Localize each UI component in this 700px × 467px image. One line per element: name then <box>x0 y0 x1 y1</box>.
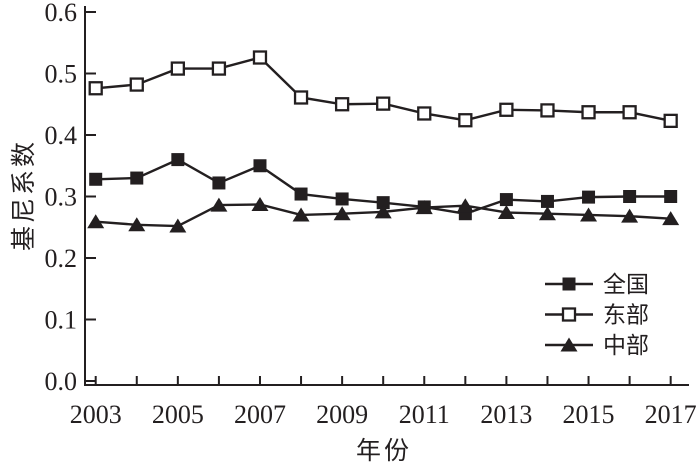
series-marker-central <box>333 206 351 221</box>
series-marker-east <box>170 61 185 76</box>
legend-label-central: 中部 <box>603 333 649 358</box>
x-tick-label: 2003 <box>70 400 122 429</box>
series-marker-central <box>169 218 187 233</box>
series-marker-east <box>581 105 596 120</box>
x-tick-label: 2013 <box>480 400 532 429</box>
series-marker-east <box>417 106 432 121</box>
series-marker-national <box>540 194 554 208</box>
series-marker-national <box>623 190 637 203</box>
legend-label-national: 全国 <box>603 272 649 297</box>
series-marker-central <box>662 211 680 226</box>
series-marker-central <box>128 217 146 232</box>
legend-marker-east <box>561 307 577 322</box>
series-marker-central <box>621 208 639 223</box>
series-marker-central <box>87 214 105 229</box>
x-tick-label: 2011 <box>399 400 450 429</box>
series-marker-national <box>582 190 596 204</box>
x-axis-title: 年份 <box>355 438 413 465</box>
series-marker-central <box>456 198 474 213</box>
x-tick-label: 2009 <box>316 400 368 429</box>
series-marker-east <box>293 90 309 105</box>
x-tick-label: 2007 <box>234 400 286 429</box>
series-marker-east <box>88 81 103 96</box>
series-marker-central <box>538 206 556 221</box>
y-tick-label: 0.4 <box>45 121 78 150</box>
y-axis-title: 基尼系数 <box>11 138 38 252</box>
y-tick-label: 0.0 <box>45 367 78 396</box>
series-marker-central <box>580 207 598 222</box>
series-marker-central <box>415 200 433 215</box>
series-marker-east <box>376 96 391 111</box>
series-marker-central <box>292 207 310 222</box>
series-marker-national <box>130 171 144 185</box>
y-tick-label: 0.5 <box>45 60 78 89</box>
series-marker-east <box>458 113 473 128</box>
y-tick-label: 0.1 <box>45 306 78 335</box>
series-marker-east <box>663 113 678 129</box>
series-marker-central <box>210 197 228 212</box>
series-marker-central <box>374 204 392 219</box>
series-marker-central <box>497 204 515 219</box>
series-marker-national <box>335 192 349 206</box>
x-tick-label: 2017 <box>645 400 697 429</box>
series-marker-east <box>129 77 144 92</box>
series-marker-east <box>540 103 555 118</box>
series-marker-national <box>89 172 103 186</box>
legend-label-east: 东部 <box>603 303 649 328</box>
series-marker-national <box>294 187 308 201</box>
y-tick-label: 0.6 <box>45 0 78 27</box>
series-marker-national <box>212 176 226 190</box>
series-marker-east <box>622 105 637 120</box>
series-marker-east <box>499 102 514 117</box>
x-tick-label: 2005 <box>152 400 204 429</box>
legend-marker-central <box>560 337 578 352</box>
y-tick-label: 0.3 <box>45 183 78 212</box>
series-marker-east <box>252 50 268 65</box>
series-marker-national <box>376 196 390 210</box>
series-marker-national <box>664 190 678 203</box>
series-marker-east <box>334 97 350 112</box>
series-marker-national <box>171 153 185 167</box>
legend-marker-national <box>562 277 576 291</box>
series-marker-national <box>253 159 267 173</box>
series-marker-national <box>499 193 513 207</box>
series-marker-central <box>251 196 269 211</box>
series-marker-east <box>211 61 227 76</box>
y-tick-label: 0.2 <box>45 244 78 273</box>
x-tick-label: 2015 <box>563 400 615 429</box>
